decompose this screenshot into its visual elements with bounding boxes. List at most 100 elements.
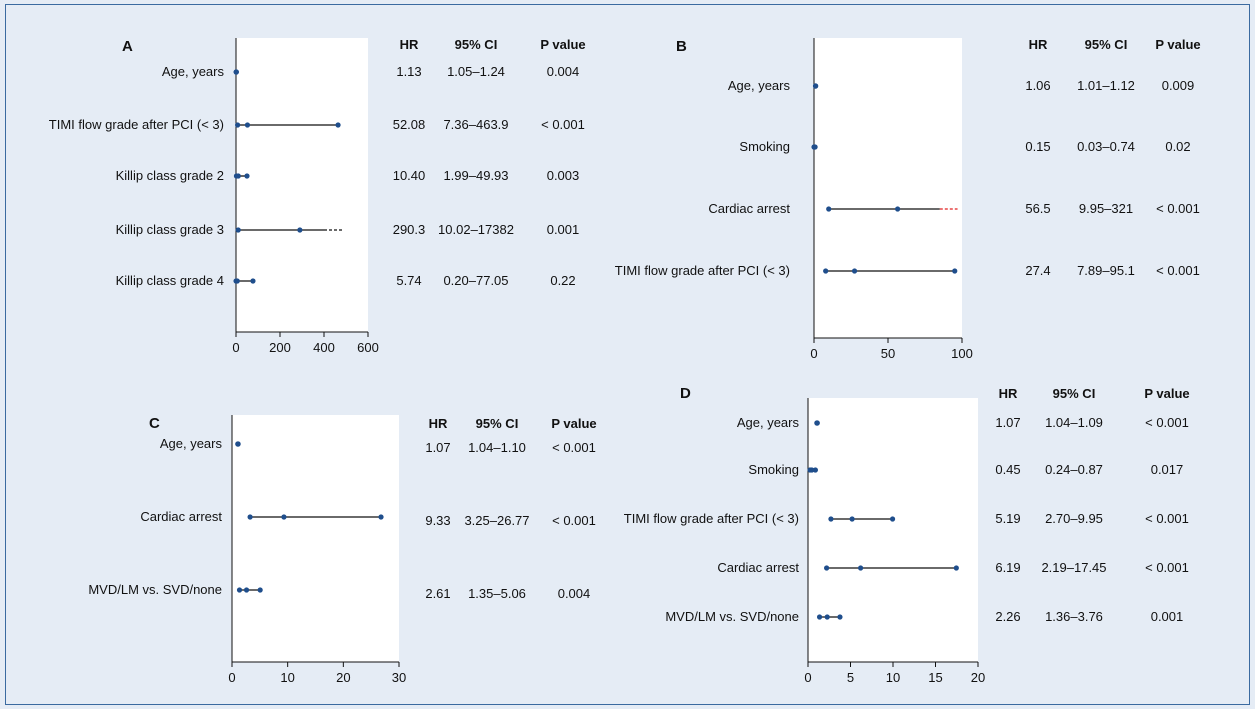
ci-high-point [837,614,843,620]
hr-point [297,227,303,233]
x-tick-label: 600 [357,340,379,355]
hr-value: 56.5 [1025,201,1050,216]
p-value: 0.003 [547,168,580,183]
hr-point [851,268,858,274]
hr-value: 1.07 [425,440,450,455]
row-label: TIMI flow grade after PCI (< 3) [624,511,799,526]
p-value: 0.017 [1151,462,1184,477]
ci-header: 95% CI [1085,37,1128,52]
ci-value: 10.02–17382 [438,222,514,237]
p-value: 0.004 [547,64,580,79]
x-tick-label: 50 [881,346,895,361]
p-value: 0.004 [558,586,591,601]
hr-value: 1.06 [1025,78,1050,93]
hr-value: 27.4 [1025,263,1050,278]
p-value: < 0.001 [552,513,596,528]
row-label: Age, years [160,436,223,451]
hr-point [235,173,241,179]
ci-high-point [378,514,384,520]
ci-high-point [952,268,958,274]
row-label: Smoking [739,139,790,154]
hr-value: 10.40 [393,168,426,183]
ci-low-point [235,122,241,128]
p-value: < 0.001 [1145,560,1189,575]
ci-low-point [828,516,834,522]
ci-low-point [823,268,829,274]
p-value: < 0.001 [1145,511,1189,526]
p-value: 0.001 [547,222,580,237]
ci-header: 95% CI [476,416,519,431]
ci-high-point [250,278,256,284]
ci-value: 3.25–26.77 [464,513,529,528]
ci-value: 2.19–17.45 [1041,560,1106,575]
p-value: < 0.001 [552,440,596,455]
hr-point [243,587,250,593]
panel-letter: A [122,38,133,55]
p-value-header: P value [1155,37,1200,52]
hr-header: HR [429,416,448,431]
panel-letter: D [680,385,691,402]
hr-point [234,278,240,284]
ci-value: 0.20–77.05 [443,273,508,288]
hr-value: 290.3 [393,222,426,237]
x-tick-label: 0 [810,346,817,361]
p-value: < 0.001 [1156,263,1200,278]
hr-value: 52.08 [393,117,426,132]
hr-header: HR [999,386,1018,401]
row-label: MVD/LM vs. SVD/none [665,609,799,624]
x-tick-label: 0 [804,670,811,685]
ci-low-point [236,587,243,593]
hr-value: 1.07 [995,415,1020,430]
ci-value: 0.03–0.74 [1077,139,1135,154]
hr-value: 2.61 [425,586,450,601]
row-label: TIMI flow grade after PCI (< 3) [49,117,224,132]
x-tick-label: 10 [280,670,294,685]
plot-area-D [808,398,978,662]
panel-letter: C [149,415,160,432]
row-label: Killip class grade 2 [116,168,224,183]
ci-high-point [244,173,250,179]
x-tick-label: 20 [971,670,985,685]
x-tick-label: 10 [886,670,900,685]
ci-value: 1.04–1.09 [1045,415,1103,430]
p-value-header: P value [551,416,596,431]
ci-value: 7.89–95.1 [1077,263,1135,278]
ci-value: 2.70–9.95 [1045,511,1103,526]
row-label: TIMI flow grade after PCI (< 3) [615,263,790,278]
ci-value: 0.24–0.87 [1045,462,1103,477]
plot-area-A [236,38,368,332]
ci-high-point [813,83,819,89]
hr-value: 1.13 [396,64,421,79]
hr-header: HR [400,37,419,52]
row-label: Cardiac arrest [140,509,222,524]
row-label: Age, years [737,415,800,430]
plot-area-C [232,415,399,662]
hr-value: 5.74 [396,273,421,288]
hr-point [244,122,251,128]
ci-value: 1.04–1.10 [468,440,526,455]
ci-value: 1.35–5.06 [468,586,526,601]
x-tick-label: 100 [951,346,973,361]
ci-high-point [233,69,239,75]
p-value-header: P value [540,37,585,52]
ci-high-point [257,587,263,593]
hr-value: 9.33 [425,513,450,528]
hr-point [858,565,864,571]
p-value: < 0.001 [1156,201,1200,216]
plot-area-B [814,38,962,338]
p-value: < 0.001 [1145,415,1189,430]
row-label: Age, years [162,64,225,79]
x-tick-label: 0 [232,340,239,355]
row-label: Cardiac arrest [717,560,799,575]
ci-value: 9.95–321 [1079,201,1133,216]
hr-point [824,614,830,620]
x-tick-label: 20 [336,670,350,685]
hr-value: 2.26 [995,609,1020,624]
ci-header: 95% CI [455,37,498,52]
hr-value: 0.45 [995,462,1020,477]
hr-point [895,206,901,212]
x-tick-label: 400 [313,340,335,355]
ci-high-point [335,122,341,128]
p-value: 0.009 [1162,78,1195,93]
